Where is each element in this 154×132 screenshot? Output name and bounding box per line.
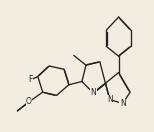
Text: N: N xyxy=(120,99,126,108)
Text: O: O xyxy=(26,97,32,106)
Text: N: N xyxy=(107,95,113,104)
Text: F: F xyxy=(28,75,33,84)
Text: N: N xyxy=(90,88,96,97)
